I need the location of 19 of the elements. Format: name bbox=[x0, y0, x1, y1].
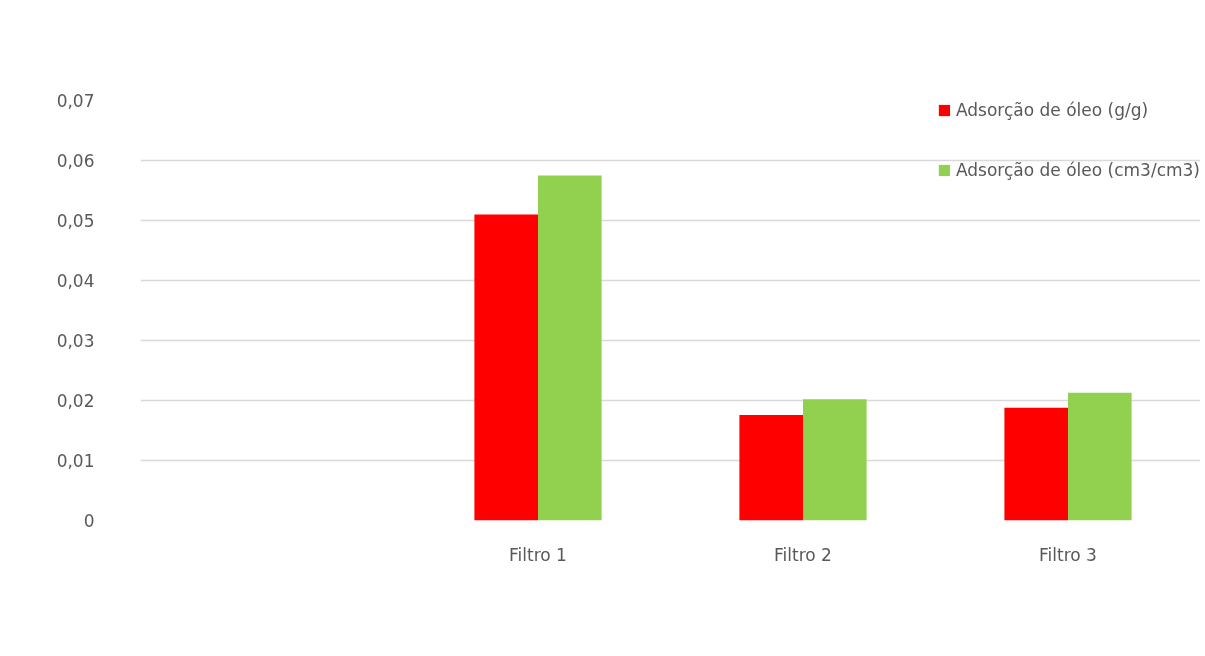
x-tick-label: Filtro 1 bbox=[509, 544, 567, 565]
bar bbox=[803, 399, 867, 521]
y-tick-label: 0,06 bbox=[56, 151, 95, 171]
y-tick-label: 0,02 bbox=[56, 391, 95, 411]
legend-label: Adsorção de óleo (cm3/cm3) bbox=[955, 160, 1200, 180]
bar bbox=[538, 175, 602, 521]
bar bbox=[739, 414, 803, 521]
bar bbox=[1068, 392, 1132, 521]
x-tick-label: Filtro 3 bbox=[1039, 544, 1097, 565]
y-tick-label: 0,03 bbox=[56, 331, 95, 351]
y-tick-label: 0,04 bbox=[56, 271, 95, 291]
bar bbox=[1004, 407, 1068, 521]
legend-label: Adsorção de óleo (g/g) bbox=[955, 100, 1149, 120]
y-tick-label: 0,01 bbox=[56, 451, 95, 471]
y-tick-label: 0,07 bbox=[56, 91, 95, 111]
y-tick-label: 0,05 bbox=[56, 211, 95, 231]
y-tick-label: 0 bbox=[83, 511, 95, 531]
bar bbox=[474, 214, 538, 521]
x-tick-label: Filtro 2 bbox=[774, 544, 832, 565]
